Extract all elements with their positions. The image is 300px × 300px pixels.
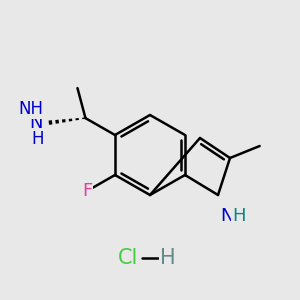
Text: H: H [31, 130, 44, 148]
Text: N: N [29, 114, 43, 132]
Text: N: N [220, 207, 233, 225]
Text: H: H [160, 248, 176, 268]
Text: Cl: Cl [118, 248, 138, 268]
Text: NH: NH [19, 100, 44, 118]
Text: H: H [232, 207, 245, 225]
Text: N: N [29, 114, 43, 132]
Text: F: F [82, 182, 92, 200]
